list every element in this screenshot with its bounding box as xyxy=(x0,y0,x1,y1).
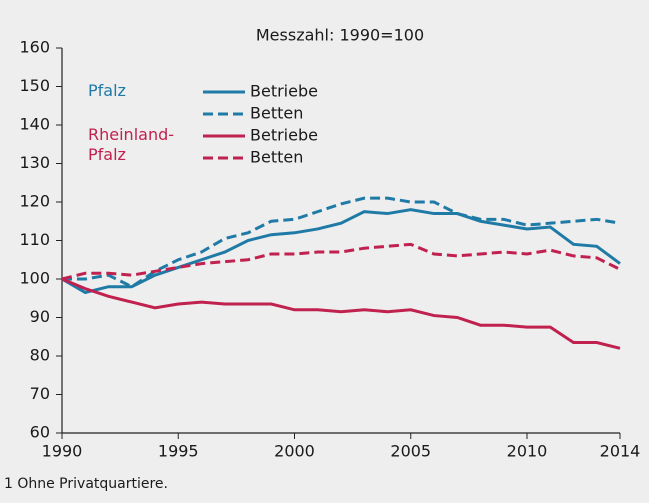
x-tick-label: 1995 xyxy=(158,442,199,461)
footnote: 1 Ohne Privatquartiere. xyxy=(4,476,168,492)
y-tick-label: 90 xyxy=(30,307,50,326)
x-tick-label: 2014 xyxy=(600,442,641,461)
series-line xyxy=(61,277,621,350)
y-tick-label: 130 xyxy=(19,153,50,172)
y-tick-label: 70 xyxy=(30,384,50,403)
x-tick-label: 2005 xyxy=(390,442,431,461)
y-tick-label: 110 xyxy=(19,230,50,249)
legend-group: Pfalz xyxy=(88,81,126,100)
series-line xyxy=(62,196,621,289)
legend-group: Rheinland-Pfalz xyxy=(88,125,175,164)
legend-label: Betriebe xyxy=(250,82,318,101)
y-tick-label: 150 xyxy=(19,76,50,95)
legend-label: Betten xyxy=(250,148,303,167)
legend-label: Betriebe xyxy=(250,126,318,145)
y-tick-label: 140 xyxy=(19,115,50,134)
x-tick-label: 1990 xyxy=(42,442,83,461)
y-tick-label: 60 xyxy=(30,423,50,442)
series-line xyxy=(61,242,621,281)
y-tick-label: 160 xyxy=(19,38,50,57)
series-line xyxy=(61,208,621,295)
chart-title: Messzahl: 1990=100 xyxy=(256,26,424,45)
y-tick-label: 80 xyxy=(30,346,50,365)
legend-label: Betten xyxy=(250,104,303,123)
y-tick-label: 100 xyxy=(19,269,50,288)
y-tick-label: 120 xyxy=(19,192,50,211)
x-tick-label: 2000 xyxy=(274,442,315,461)
x-tick-label: 2010 xyxy=(507,442,548,461)
